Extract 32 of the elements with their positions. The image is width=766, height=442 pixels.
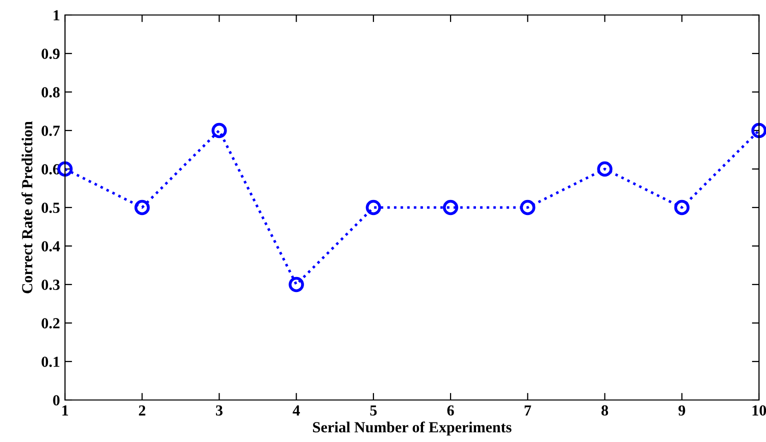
point: [520, 200, 536, 216]
y-axis-title: Correct Rate of Prediction: [21, 121, 32, 294]
x-tick-label: 9: [678, 405, 686, 416]
x-tick-label: 5: [370, 405, 377, 416]
y-tick-label: 0.5: [42, 202, 60, 214]
x-tick-label: 3: [216, 405, 223, 416]
point: [212, 122, 227, 138]
x-tick-label: 6: [447, 405, 454, 416]
point: [57, 161, 73, 177]
y-tick-label: 1: [54, 10, 60, 20]
point: [288, 276, 304, 292]
point: [751, 122, 766, 138]
y-tick-label: 0.9: [42, 48, 60, 60]
y-tick-label: 0.8: [42, 87, 60, 98]
y-tick-label: 0.4: [42, 241, 60, 252]
y-tick-label: 0.3: [42, 280, 60, 290]
x-tick-label: 4: [292, 405, 300, 416]
point: [674, 200, 690, 216]
x-tick-label: 1: [62, 405, 68, 416]
x-axis-title: Serial Number of Experiments: [313, 421, 512, 436]
x-tick-label: 2: [138, 405, 146, 416]
x-tick-label: 7: [524, 405, 532, 416]
x-tick-label: 10: [752, 405, 766, 416]
y-tick-label: 0.7: [42, 126, 60, 136]
y-tick-label: 0.2: [42, 318, 60, 329]
y-tick-label: 0.1: [42, 356, 60, 368]
y-tick-label: 0: [53, 395, 60, 406]
point: [134, 200, 150, 216]
point: [442, 200, 458, 216]
point: [366, 200, 382, 216]
x-tick-label: 8: [601, 405, 608, 416]
point: [597, 161, 612, 177]
